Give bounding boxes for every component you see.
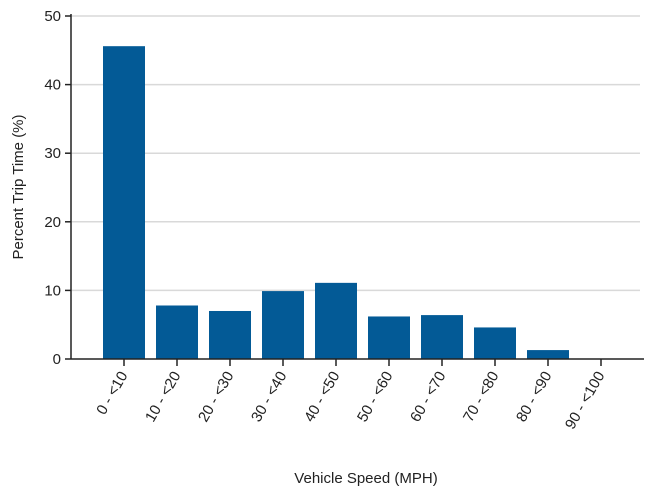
y-tick-label-30: 30 [44, 145, 61, 162]
x-tick-label-1: 0 - <10 [93, 369, 131, 418]
gridlines [71, 15, 640, 292]
bar-4 [262, 291, 304, 359]
x-tick-labels: 0 - <10 10 - <20 20 - <30 30 - <40 40 - <50 5… [93, 369, 608, 433]
y-tick-label-10: 10 [44, 282, 61, 299]
y-tick-label-50: 50 [44, 8, 61, 25]
bar-8 [474, 327, 516, 359]
bar-9 [527, 350, 569, 359]
x-tick-label-7: 60 - <70 [407, 369, 449, 426]
x-tick-label-3: 20 - <30 [195, 369, 237, 426]
y-tick-labels: 0 10 20 30 40 50 [44, 8, 61, 368]
x-tick-label-10: 90 - <100 [562, 369, 609, 433]
x-tick-label-6: 50 - <60 [354, 369, 396, 426]
bar-5 [315, 282, 357, 359]
axes [65, 14, 644, 366]
x-tick-label-5: 40 - <50 [301, 369, 343, 426]
x-tick-label-8: 70 - <80 [460, 369, 502, 426]
y-tick-label-40: 40 [44, 77, 61, 94]
x-tick-label-9: 80 - <90 [513, 369, 555, 426]
y-tick-label-0: 0 [53, 351, 61, 368]
x-axis-title: Vehicle Speed (MPH) [294, 470, 437, 487]
bar-2 [156, 305, 198, 359]
y-axis-title: Percent Trip Time (%) [10, 114, 27, 259]
bar-1 [103, 46, 145, 360]
bar-6 [368, 316, 410, 359]
x-tick-label-4: 30 - <40 [248, 369, 290, 426]
bar-7 [421, 315, 463, 359]
bars [103, 46, 569, 360]
x-tick-label-2: 10 - <20 [142, 369, 184, 426]
bar-3 [209, 310, 251, 359]
y-tick-label-20: 20 [44, 214, 61, 231]
